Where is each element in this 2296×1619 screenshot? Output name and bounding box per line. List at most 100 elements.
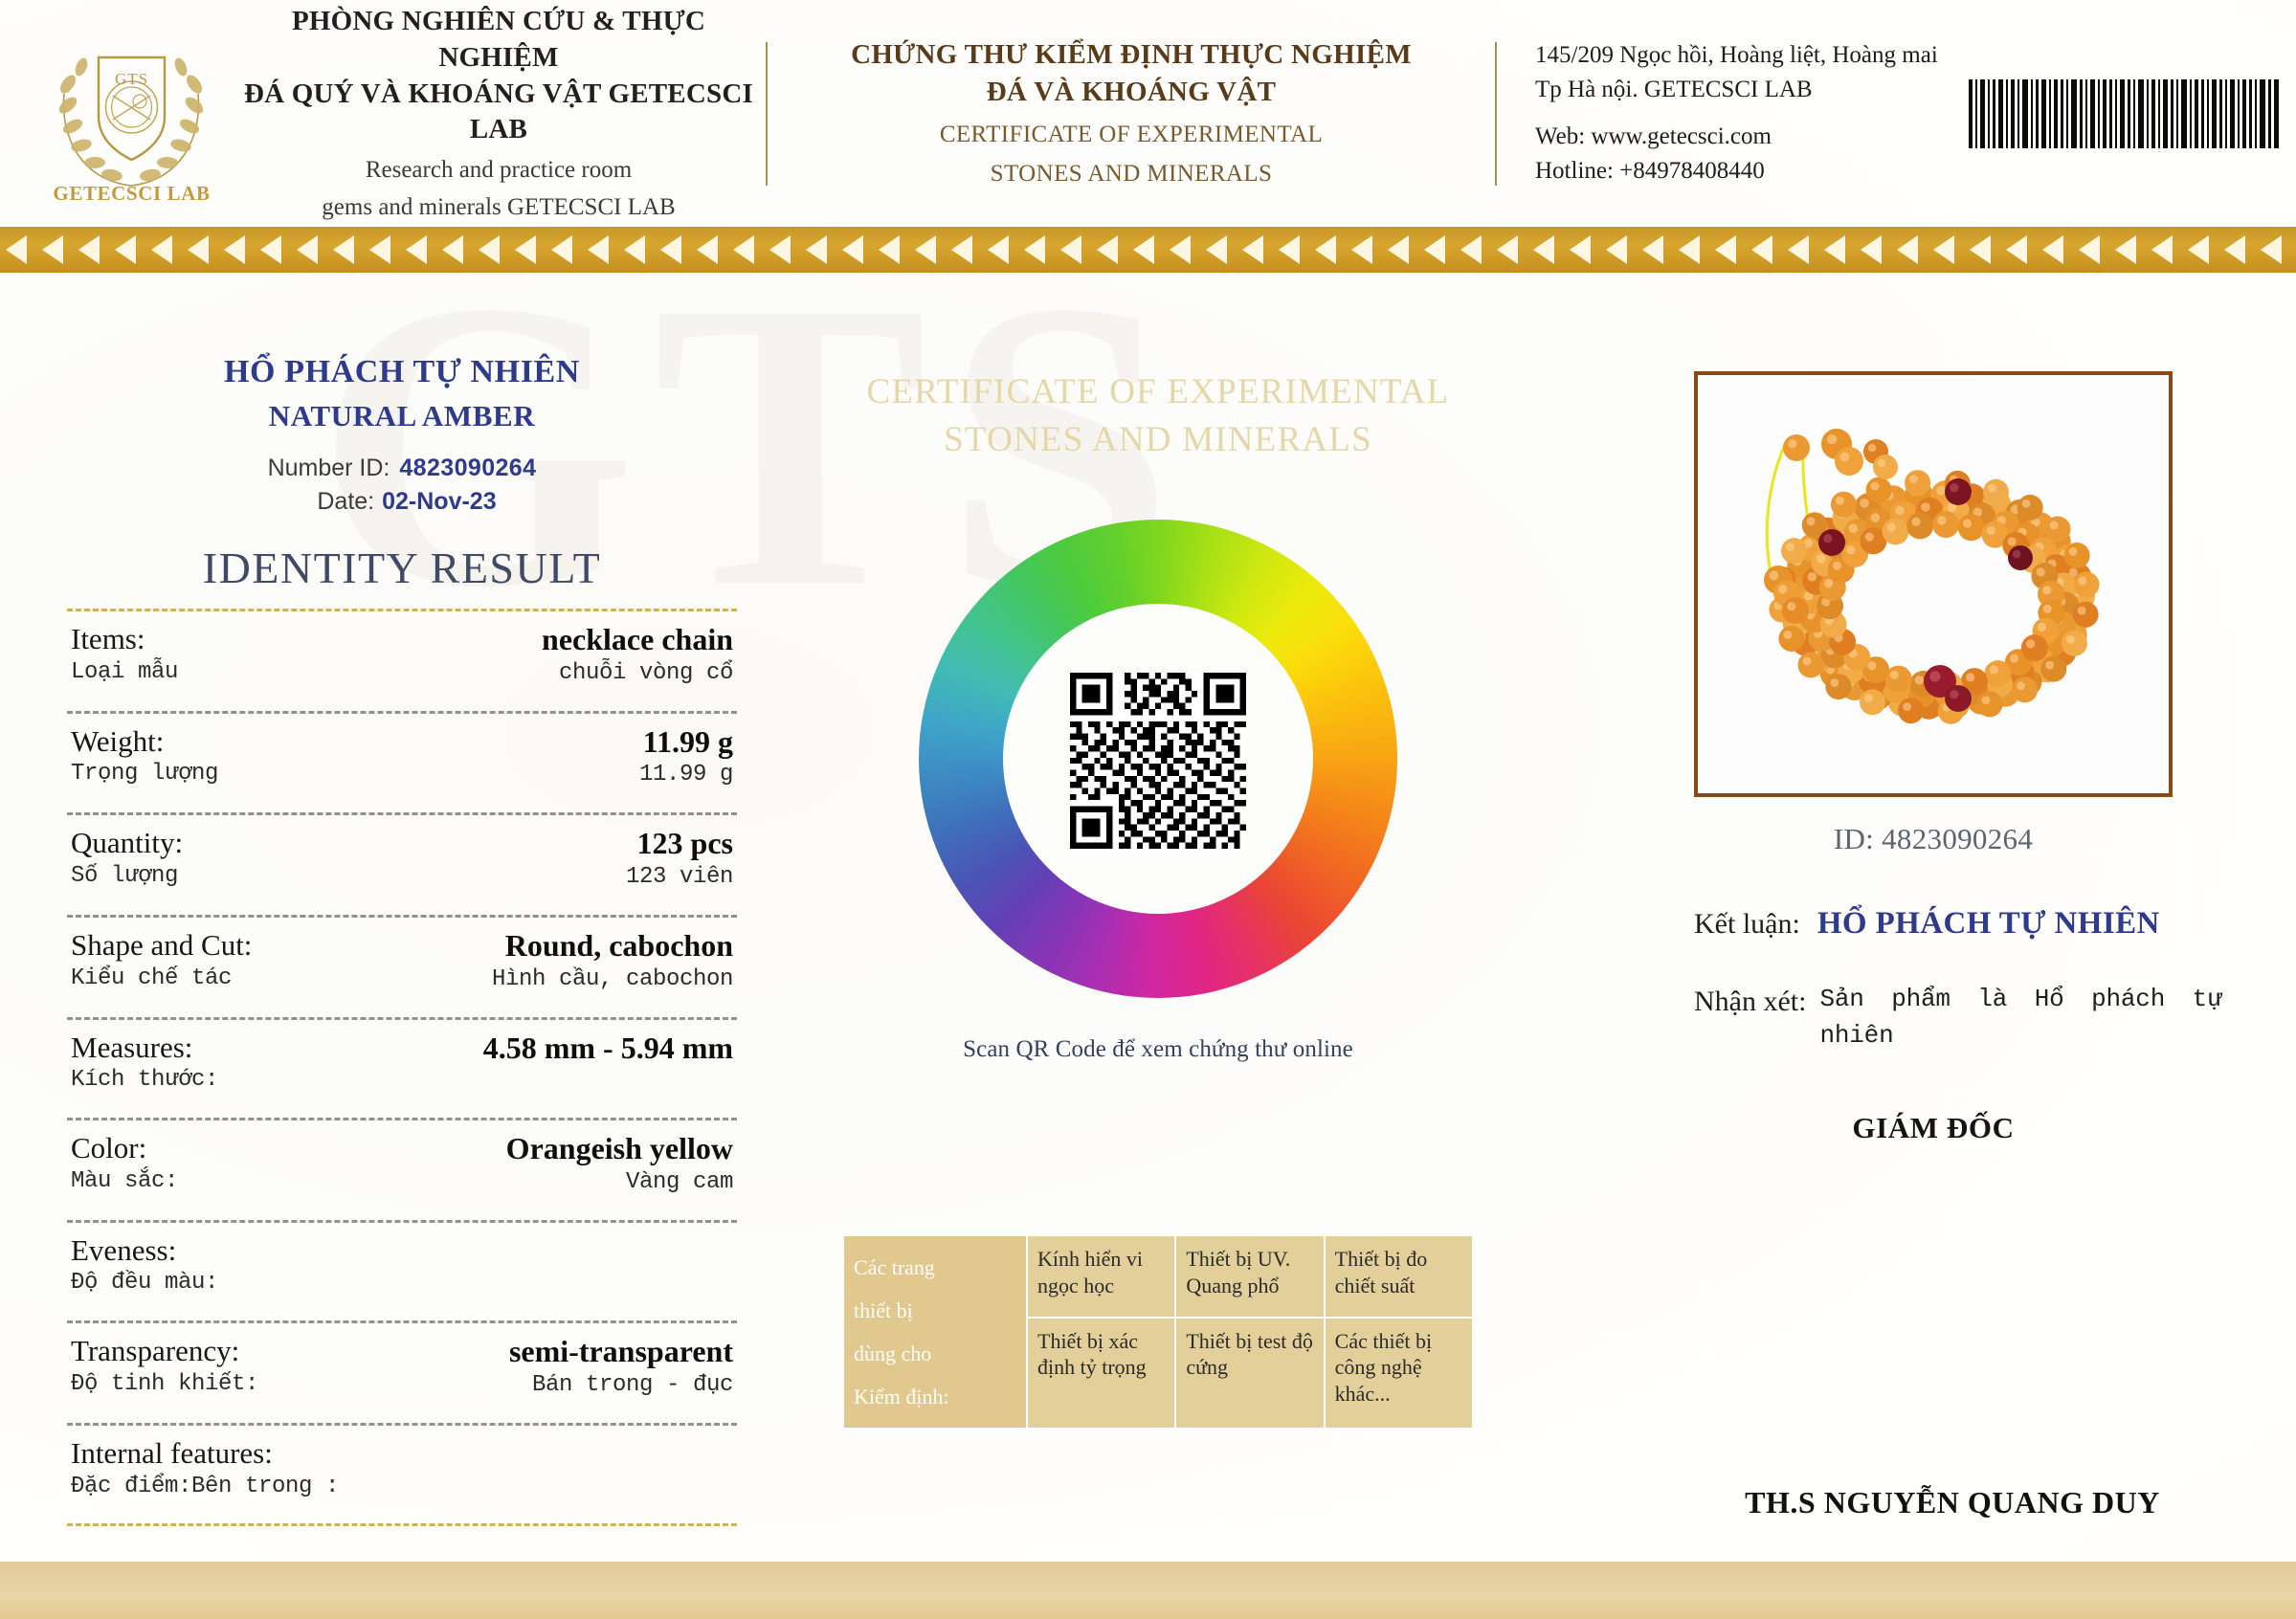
amber-bead	[1906, 512, 1934, 540]
amber-bead	[1825, 674, 1852, 700]
property-label-en: Eveness:	[71, 1232, 177, 1267]
table-row: Thiết bị xác định tỷ trọng Thiết bị test…	[843, 1316, 1475, 1430]
left-column: HỔ PHÁCH TỰ NHIÊN NATURAL AMBER Number I…	[67, 354, 737, 1527]
website-line: Web: www.getecsci.com	[1535, 122, 1772, 149]
bead-highlight	[2036, 567, 2045, 577]
ribbon-triangle-icon	[224, 235, 245, 264]
amber-bead	[1781, 538, 1808, 565]
address-line-1: 145/209 Ngọc hồi, Hoàng liệt, Hoàng mai	[1535, 42, 1938, 68]
sample-id-label: ID: 4823090264	[1833, 822, 2034, 855]
amber-bead	[2012, 676, 2039, 703]
property-value: necklace chain chuỗi vòng cổ	[542, 622, 733, 688]
equipment-cell-1-2: Các thiết bị công nghệ khác...	[1323, 1316, 1475, 1430]
amber-bead	[1873, 455, 1898, 479]
ribbon-triangle-icon	[1097, 235, 1118, 264]
bead-highlight	[1937, 516, 1947, 525]
bead-highlight	[1981, 696, 1991, 705]
bead-highlight	[1986, 525, 1995, 536]
ribbon-triangle-icon	[2151, 235, 2173, 264]
ribbon-triangle-icon	[2188, 235, 2209, 264]
bead-highlight	[1914, 676, 1924, 685]
ribbon-triangle-icon	[1351, 235, 1372, 264]
ribbon-triangle-icon	[42, 235, 63, 264]
property-row: Measures: Kích thước: 4.58 mm - 5.94 mm	[67, 1020, 737, 1103]
table-row: Các trang thiết bị dùng cho Kiểm định: Kính…	[842, 1233, 1475, 1430]
bead-highlight	[1921, 502, 1930, 512]
property-value-vi: Hình cầu, cabochon	[491, 965, 733, 992]
bead-highlight	[2026, 639, 2036, 649]
property-row: Eveness: Độ đều màu:	[67, 1223, 737, 1306]
equipment-cell-0-0: Kính hiển vi ngọc học	[1025, 1234, 1177, 1319]
amber-bead	[1976, 691, 2003, 718]
qr-code-icon[interactable]	[1070, 672, 1246, 849]
equipment-cell-1-1: Thiết bị test độ cứng	[1174, 1316, 1326, 1430]
property-label-vi: Loại mẫu	[71, 658, 179, 685]
property-value: Orangeish yellow Vàng cam	[506, 1131, 734, 1197]
amber-bead	[2061, 630, 2087, 656]
ribbon-triangle-icon	[2006, 235, 2027, 264]
equipment-header-line: thiết bị	[854, 1298, 913, 1323]
property-value: 4.58 mm - 5.94 mm	[483, 1031, 733, 1069]
bead-highlight	[1867, 443, 1877, 453]
bead-highlight	[1839, 452, 1850, 462]
amber-bead	[1830, 491, 1857, 518]
ribbon-triangle-icon	[660, 235, 681, 264]
amber-bead	[1982, 478, 2009, 505]
gemstone-photo	[1694, 371, 2173, 797]
ribbon-triangle-icon	[515, 235, 536, 264]
row-separator	[67, 1422, 737, 1426]
ribbon-triangle-icon	[442, 235, 463, 264]
amber-bead	[1905, 470, 1931, 497]
ribbon-triangle-icon	[879, 235, 900, 264]
equipment-header-line: Các trang	[854, 1255, 935, 1279]
property-label-en: Quantity:	[71, 826, 184, 860]
amber-bead	[1778, 625, 1805, 652]
bead-highlight	[1807, 571, 1817, 582]
ribbon-triangle-icon	[333, 235, 354, 264]
property-label-en: Weight:	[71, 723, 165, 758]
date-label: Date:	[317, 488, 375, 515]
bead-highlight	[2068, 547, 2078, 556]
property-value-en: 11.99 g	[642, 723, 733, 759]
property-label-vi: Kích thước:	[71, 1067, 219, 1094]
director-name: TH.S NGUYỄN QUANG DUY	[1745, 1485, 2160, 1519]
property-row: Quantity: Số lượng 123 pcs 123 viên	[67, 815, 737, 899]
bead-highlight	[1860, 498, 1869, 508]
header-divider-left	[766, 41, 768, 186]
property-label-en: Color:	[71, 1131, 147, 1165]
bead-highlight	[1783, 630, 1793, 639]
property-value-en: necklace chain	[542, 622, 733, 656]
property-value-vi: 123 viên	[625, 864, 733, 891]
certificate-header: GTS GETECSCI LAB PHÒNG NGHIÊN CỨU & THỰC…	[0, 0, 2296, 227]
cert-title-en-line1: CERTIFICATE OF EXPERIMENTAL	[939, 121, 1324, 147]
bead-highlight	[1778, 585, 1788, 594]
property-label-vi: Màu sắc:	[71, 1167, 179, 1194]
director-title: GIÁM ĐỐC	[1852, 1111, 2015, 1145]
row-separator	[67, 914, 737, 918]
ribbon-triangle-icon	[1715, 235, 1736, 264]
ribbon-triangle-icon	[1897, 235, 1918, 264]
conclusion-label: Kết luận:	[1694, 908, 1800, 940]
property-label-vi: Độ tinh khiết:	[71, 1370, 259, 1397]
bead-highlight	[1950, 483, 1959, 493]
bead-highlight	[1786, 543, 1794, 552]
property-value-en: Round, cabochon	[504, 927, 733, 963]
ribbon-triangle-icon	[1788, 235, 1809, 264]
ribbon-triangle-icon	[842, 235, 863, 264]
ribbon-triangle-icon	[1315, 235, 1336, 264]
amber-bead	[2044, 516, 2071, 543]
bead-highlight	[1929, 671, 1941, 682]
ribbon-triangle-icon	[479, 235, 500, 264]
bead-highlight	[2065, 634, 2075, 644]
bead-highlight	[2007, 537, 2017, 546]
ribbon-triangle-icon	[1933, 235, 1954, 264]
amber-bead	[2040, 655, 2067, 682]
amber-bead	[1932, 511, 1960, 539]
amber-bead	[1782, 597, 1809, 624]
bead-highlight	[2021, 499, 2031, 508]
property-label-en: Shape and Cut:	[71, 927, 253, 962]
row-separator	[67, 609, 737, 611]
ribbon-triangle-icon	[2261, 235, 2282, 264]
stone-title-vi: HỔ PHÁCH TỰ NHIÊN	[224, 354, 580, 389]
date-value: 02-Nov-23	[382, 488, 497, 515]
